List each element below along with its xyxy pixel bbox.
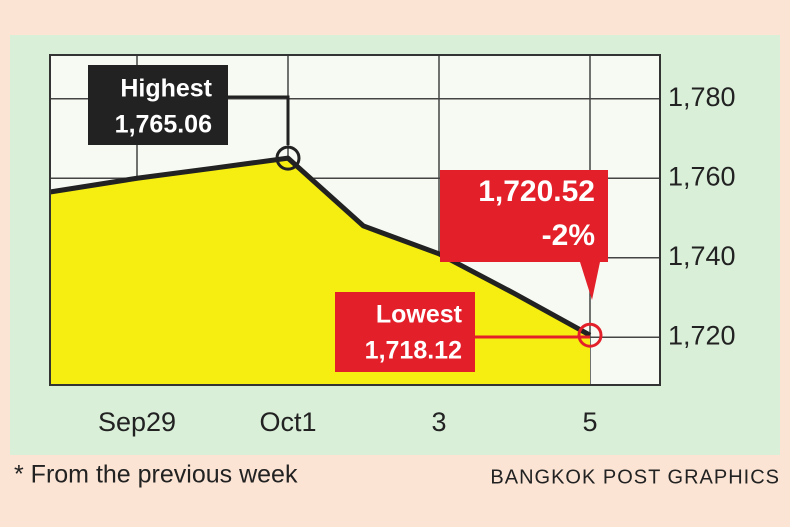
plot-frame [49,54,661,386]
annotation-box [335,292,475,372]
highlight-marker [577,322,603,348]
annotation-text: -2% [542,219,595,252]
x-tick-label: Oct1 [259,407,316,437]
highlight-marker [275,145,301,171]
connector [228,95,290,145]
x-tick-label: 5 [582,407,597,437]
line [49,155,592,338]
footnote: * From the previous week [14,461,298,489]
y-tick-label: 1,720 [668,320,736,350]
x-tick-label: 3 [431,407,446,437]
annotations: Highest 1,765.06 1,720.52 -2% Lowest 1,7… [88,65,608,372]
annotation-box [88,65,228,145]
annotation-text: 1,718.12 [365,337,462,365]
y-tick-label: 1,760 [668,161,736,191]
annotation-title: 1,720.52 [478,175,595,208]
annotation-title: Highest [120,75,212,103]
y-tick-label: 1,740 [668,241,736,271]
annotation-text: 1,765.06 [115,111,212,139]
annotation-box [440,170,608,262]
annotation-title: Lowest [376,301,463,329]
x-tick-label: Sep29 [98,407,176,437]
credit: BANGKOK POST GRAPHICS [490,466,780,488]
y-tick-label: 1,780 [668,82,736,112]
pointer [580,262,600,300]
